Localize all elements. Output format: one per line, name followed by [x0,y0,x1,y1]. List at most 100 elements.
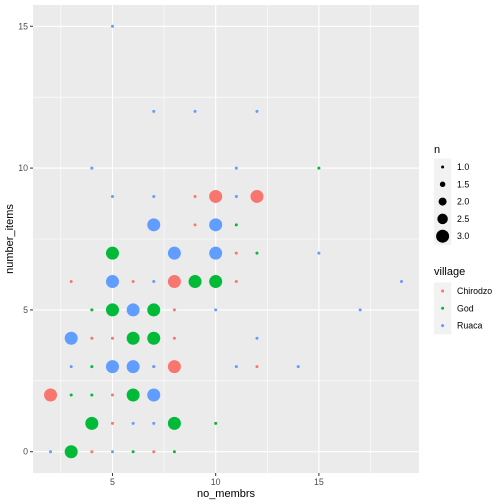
data-point-ruaca [255,109,259,113]
data-point-chirodzo [110,336,114,340]
color-legend-label: Chirodzo [457,286,492,296]
size-legend-symbol [438,197,447,206]
data-point-chirodzo [110,393,114,397]
data-point-ruaca [152,109,156,113]
y-tick-label: 15 [18,21,28,31]
color-legend-label: God [457,303,474,313]
data-point-chirodzo [90,450,94,454]
size-legend-symbol [439,181,446,188]
data-point-chirodzo [167,360,181,374]
data-point-chirodzo [255,365,259,369]
x-axis-title: no_membrs [197,488,256,500]
data-point-ruaca [64,331,78,345]
data-point-chirodzo [172,336,176,340]
size-legend-symbol [436,229,450,243]
data-point-god [214,421,218,425]
data-point-ruaca [131,421,135,425]
size-legend-label: 2.5 [457,214,469,224]
size-legend-label: 2.0 [457,197,469,207]
data-point-chirodzo [193,223,197,227]
data-point-god [90,308,94,312]
color-legend-symbol [441,306,445,310]
data-point-chirodzo [69,280,73,284]
data-point-god [147,331,161,345]
color-legend: village Chirodzo God Ruaca [434,266,492,335]
data-point-ruaca [255,336,259,340]
data-point-god [90,393,94,397]
data-point-ruaca [296,365,300,369]
data-point-god [126,388,140,402]
data-point-god [234,223,238,227]
data-point-ruaca [147,218,161,232]
data-point-chirodzo [234,251,238,255]
data-point-ruaca [110,450,114,454]
color-legend-label: Ruaca [457,321,483,331]
data-point-ruaca [126,303,140,317]
data-point-ruaca [110,194,114,198]
data-point-god [85,416,99,430]
size-legend: n 1.0 1.5 2.0 2.5 3.0 [434,144,469,245]
data-point-god [188,275,202,289]
data-point-ruaca [105,275,119,289]
data-point-ruaca [234,365,238,369]
data-point-ruaca [110,24,114,28]
data-point-chirodzo [110,421,114,425]
x-tick-label: 5 [110,477,115,487]
data-point-chirodzo [167,275,181,289]
data-point-ruaca [317,251,321,255]
data-point-ruaca [152,421,156,425]
data-point-chirodzo [250,189,264,203]
data-point-god [69,393,73,397]
data-point-god [317,166,321,170]
data-point-chirodzo [193,194,197,198]
data-point-chirodzo [234,280,238,284]
data-point-chirodzo [209,189,223,203]
data-point-ruaca [167,246,181,260]
data-point-chirodzo [131,280,135,284]
data-point-ruaca [147,388,161,402]
size-legend-symbol [437,213,448,225]
data-point-god [90,365,94,369]
data-point-ruaca [209,246,223,260]
data-points [44,24,403,459]
y-tick-label: 5 [23,305,28,315]
data-point-ruaca [105,360,119,374]
y-tick-label: 0 [23,447,28,457]
y-axis-title: number_items [4,204,16,274]
size-legend-label: 1.0 [457,162,469,172]
x-tick-label: 10 [211,477,221,487]
data-point-ruaca [214,308,218,312]
y-axis-ticks: 0 5 10 15 [18,21,33,457]
minor-gridlines [33,5,419,473]
data-point-god [126,331,140,345]
data-point-ruaca [234,166,238,170]
y-tick-label: 10 [18,163,28,173]
data-point-god [105,303,119,317]
data-point-chirodzo [152,450,156,454]
data-point-chirodzo [90,336,94,340]
data-point-god [131,450,135,454]
color-legend-title: village [434,266,465,278]
data-point-ruaca [126,360,140,374]
color-legend-symbol [441,289,445,293]
data-point-ruaca [399,280,403,284]
data-point-ruaca [152,365,156,369]
data-point-ruaca [69,365,73,369]
data-point-god [255,251,259,255]
data-point-god [209,275,223,289]
data-point-ruaca [358,308,362,312]
size-legend-label: 3.0 [457,231,469,241]
data-point-ruaca [234,194,238,198]
size-legend-symbol [441,165,445,169]
data-point-ruaca [209,218,223,232]
x-tick-label: 15 [314,477,324,487]
data-point-chirodzo [44,388,58,402]
size-legend-label: 1.5 [457,179,469,189]
data-point-ruaca [90,166,94,170]
data-point-ruaca [49,450,53,454]
data-point-chirodzo [172,308,176,312]
data-point-ruaca [193,109,197,113]
size-legend-title: n [434,144,440,156]
color-legend-symbol [441,324,445,328]
